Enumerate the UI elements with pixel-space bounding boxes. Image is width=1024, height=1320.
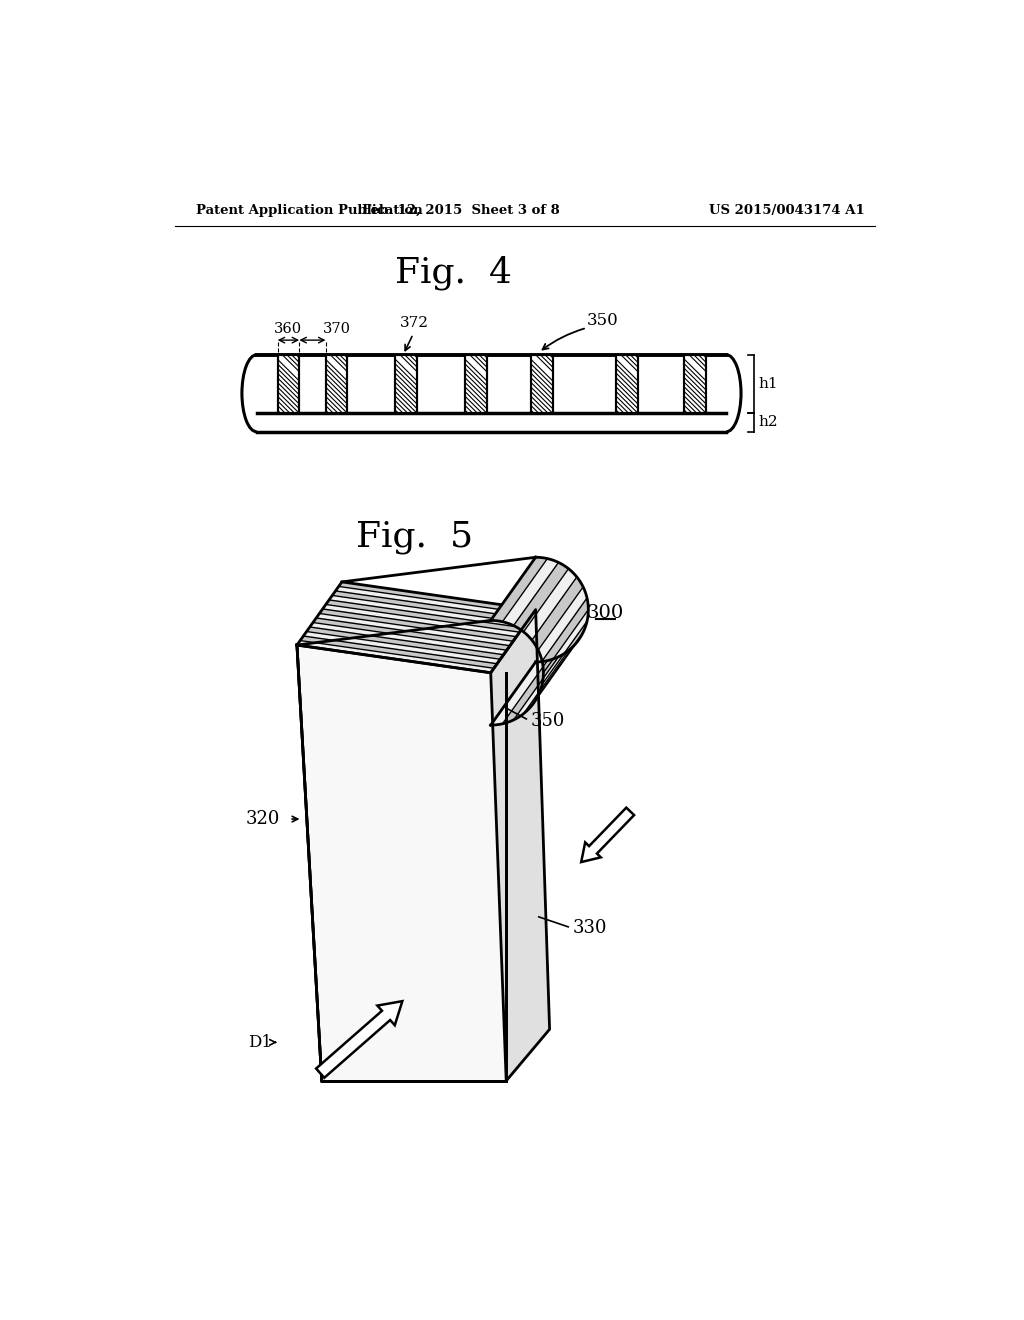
Polygon shape xyxy=(329,595,526,628)
Text: h1: h1 xyxy=(758,376,777,391)
Bar xyxy=(684,355,707,412)
Polygon shape xyxy=(514,651,568,719)
Polygon shape xyxy=(531,632,583,705)
Text: US 2015/0043174 A1: US 2015/0043174 A1 xyxy=(710,205,865,218)
Polygon shape xyxy=(306,627,504,659)
Text: 320: 320 xyxy=(246,810,280,828)
Polygon shape xyxy=(503,657,558,723)
Text: D1: D1 xyxy=(248,1034,272,1051)
Polygon shape xyxy=(323,605,519,636)
Polygon shape xyxy=(539,622,587,696)
Text: Fig.  4: Fig. 4 xyxy=(395,255,512,289)
Bar xyxy=(395,355,417,412)
Polygon shape xyxy=(523,569,577,640)
FancyArrow shape xyxy=(582,808,634,862)
Bar xyxy=(326,355,347,412)
Text: 330: 330 xyxy=(572,920,607,937)
Text: Feb. 12, 2015  Sheet 3 of 8: Feb. 12, 2015 Sheet 3 of 8 xyxy=(362,205,560,218)
Text: Patent Application Publication: Patent Application Publication xyxy=(197,205,423,218)
Text: 372: 372 xyxy=(400,317,429,330)
Polygon shape xyxy=(539,587,587,661)
Text: 350: 350 xyxy=(531,711,565,730)
Polygon shape xyxy=(531,577,583,649)
Bar xyxy=(465,355,486,412)
Bar xyxy=(616,355,638,412)
Polygon shape xyxy=(339,582,536,614)
Polygon shape xyxy=(297,645,506,1081)
Polygon shape xyxy=(310,623,507,655)
Polygon shape xyxy=(332,591,529,623)
Polygon shape xyxy=(316,614,513,645)
Polygon shape xyxy=(503,558,558,626)
Bar xyxy=(278,355,299,412)
Text: 360: 360 xyxy=(274,322,302,337)
Polygon shape xyxy=(490,661,548,725)
Bar xyxy=(278,355,299,412)
Polygon shape xyxy=(523,643,577,714)
Text: 370: 370 xyxy=(324,322,351,337)
Polygon shape xyxy=(542,598,589,673)
Polygon shape xyxy=(514,562,568,632)
Text: Fig.  5: Fig. 5 xyxy=(356,520,473,554)
Text: 350: 350 xyxy=(587,312,618,329)
Polygon shape xyxy=(313,618,510,651)
Bar xyxy=(395,355,417,412)
Bar xyxy=(465,355,486,412)
Polygon shape xyxy=(326,599,523,632)
Polygon shape xyxy=(303,631,501,664)
Polygon shape xyxy=(297,640,494,673)
Polygon shape xyxy=(542,610,589,684)
Polygon shape xyxy=(490,557,548,622)
Bar xyxy=(684,355,707,412)
Polygon shape xyxy=(490,557,589,725)
Text: h2: h2 xyxy=(758,414,777,429)
Polygon shape xyxy=(336,586,532,619)
Polygon shape xyxy=(300,636,497,668)
Bar xyxy=(531,355,553,412)
Polygon shape xyxy=(319,609,516,642)
Text: 300: 300 xyxy=(587,603,624,622)
Bar xyxy=(326,355,347,412)
Bar xyxy=(616,355,638,412)
FancyArrow shape xyxy=(316,1001,402,1077)
Polygon shape xyxy=(490,610,550,1081)
Bar xyxy=(531,355,553,412)
Polygon shape xyxy=(297,645,506,1081)
